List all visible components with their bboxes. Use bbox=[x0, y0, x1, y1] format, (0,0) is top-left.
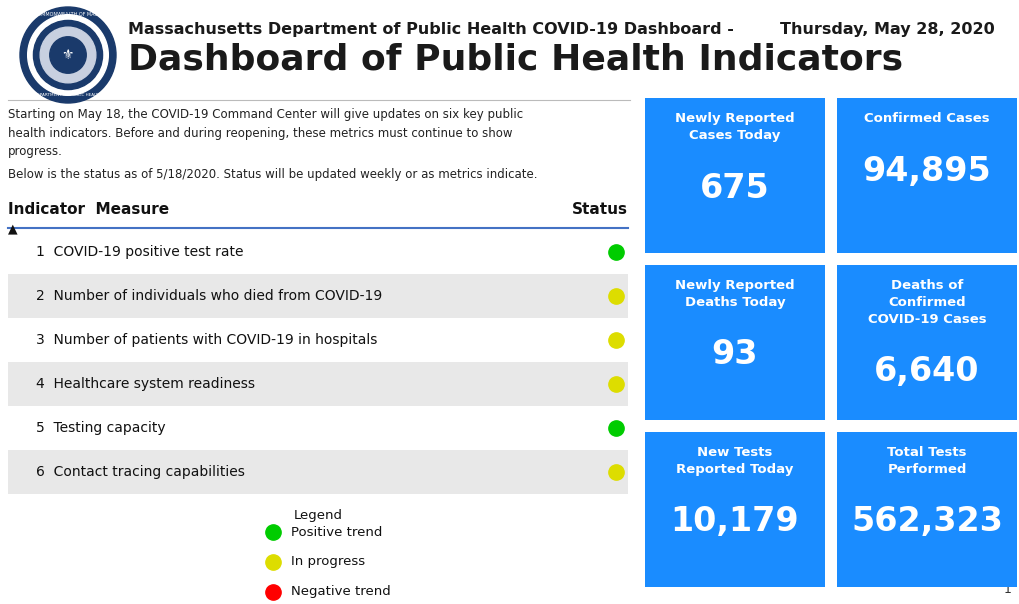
Text: ▲: ▲ bbox=[8, 222, 17, 235]
Text: Performed: Performed bbox=[887, 463, 966, 476]
Circle shape bbox=[28, 14, 108, 95]
Text: COVID‑19 Cases: COVID‑19 Cases bbox=[867, 313, 985, 326]
Circle shape bbox=[40, 27, 96, 83]
Text: Starting on May 18, the COVID-19 Command Center will give updates on six key pub: Starting on May 18, the COVID-19 Command… bbox=[8, 108, 523, 158]
Text: Dashboard of Public Health Indicators: Dashboard of Public Health Indicators bbox=[127, 42, 902, 76]
Text: Indicator  Measure: Indicator Measure bbox=[8, 202, 169, 217]
Text: Cases Today: Cases Today bbox=[689, 129, 780, 142]
Bar bbox=[644, 432, 824, 587]
Bar bbox=[837, 265, 1016, 420]
Text: 3  Number of patients with COVID-19 in hospitals: 3 Number of patients with COVID-19 in ho… bbox=[36, 333, 377, 347]
Bar bbox=[8, 362, 628, 406]
Text: DEPARTMENT OF PUBLIC HEALTH: DEPARTMENT OF PUBLIC HEALTH bbox=[35, 93, 102, 97]
Text: 1  COVID-19 positive test rate: 1 COVID-19 positive test rate bbox=[36, 245, 244, 259]
Text: Below is the status as of 5/18/2020. Status will be updated weekly or as metrics: Below is the status as of 5/18/2020. Sta… bbox=[8, 168, 537, 181]
Text: 6  Contact tracing capabilities: 6 Contact tracing capabilities bbox=[36, 465, 245, 479]
Text: Confirmed: Confirmed bbox=[888, 296, 965, 309]
Text: Massachusetts Department of Public Health COVID-19 Dashboard -: Massachusetts Department of Public Healt… bbox=[127, 22, 733, 37]
Text: 675: 675 bbox=[699, 172, 769, 205]
Text: Newly Reported: Newly Reported bbox=[675, 112, 794, 125]
Text: Reported Today: Reported Today bbox=[676, 463, 793, 476]
Text: New Tests: New Tests bbox=[697, 446, 772, 459]
Text: 4  Healthcare system readiness: 4 Healthcare system readiness bbox=[36, 377, 255, 391]
Text: 562,323: 562,323 bbox=[850, 506, 1002, 539]
Bar bbox=[837, 98, 1016, 253]
Text: Status: Status bbox=[572, 202, 628, 217]
Text: 10,179: 10,179 bbox=[671, 506, 799, 539]
Circle shape bbox=[50, 37, 87, 73]
Bar bbox=[837, 432, 1016, 587]
Text: 93: 93 bbox=[711, 338, 757, 371]
Text: Legend: Legend bbox=[293, 509, 342, 522]
Text: 6,640: 6,640 bbox=[873, 356, 979, 388]
Text: ⚜: ⚜ bbox=[62, 48, 74, 62]
Text: Negative trend: Negative trend bbox=[290, 585, 390, 599]
Bar bbox=[644, 265, 824, 420]
Text: 94,895: 94,895 bbox=[862, 155, 990, 187]
Bar bbox=[8, 274, 628, 318]
Text: Deaths of: Deaths of bbox=[890, 279, 962, 292]
Text: Total Tests: Total Tests bbox=[887, 446, 966, 459]
Text: Thursday, May 28, 2020: Thursday, May 28, 2020 bbox=[780, 22, 994, 37]
Text: COMMONWEALTH OF MASS.: COMMONWEALTH OF MASS. bbox=[34, 13, 102, 18]
Text: 1: 1 bbox=[1003, 583, 1011, 596]
Text: Positive trend: Positive trend bbox=[290, 525, 382, 539]
Text: Deaths Today: Deaths Today bbox=[684, 296, 785, 309]
Text: 5  Testing capacity: 5 Testing capacity bbox=[36, 421, 165, 435]
Bar bbox=[8, 450, 628, 494]
Circle shape bbox=[20, 7, 116, 103]
Text: In progress: In progress bbox=[290, 556, 365, 568]
Text: Newly Reported: Newly Reported bbox=[675, 279, 794, 292]
Text: 2  Number of individuals who died from COVID-19: 2 Number of individuals who died from CO… bbox=[36, 289, 382, 303]
Bar bbox=[644, 98, 824, 253]
Text: Confirmed Cases: Confirmed Cases bbox=[863, 112, 988, 125]
Circle shape bbox=[34, 21, 103, 89]
